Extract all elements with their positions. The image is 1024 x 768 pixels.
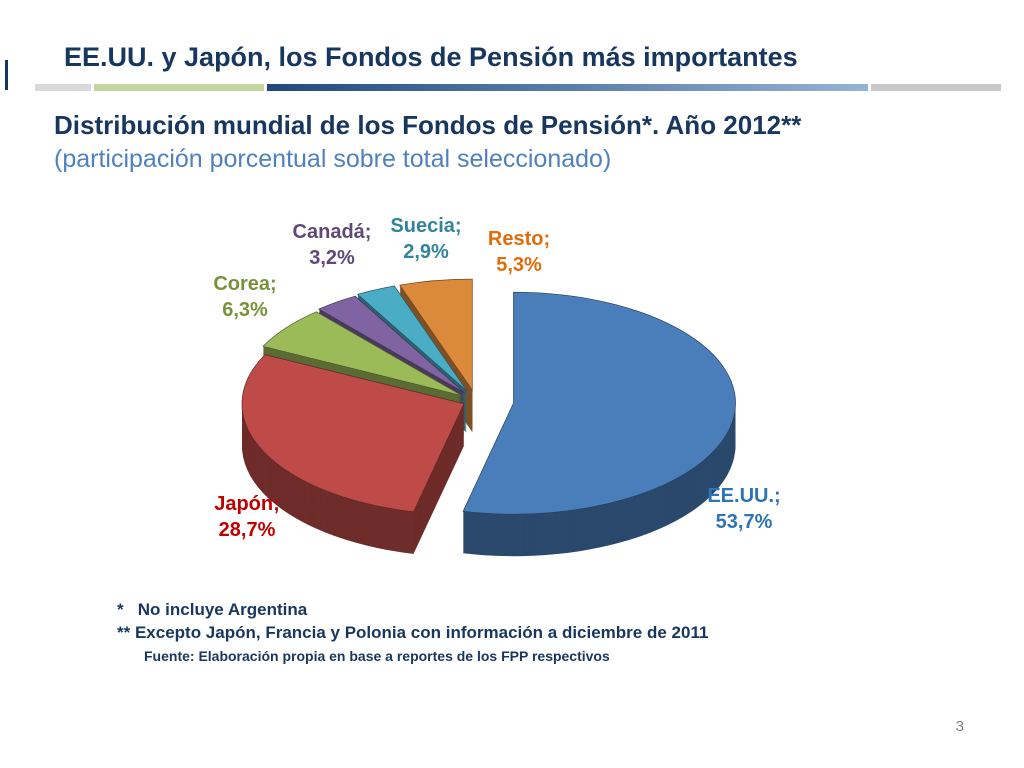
pie-label-resto-pct: 5,3% [496,254,542,276]
pie-label-japon-pct: 28,7% [218,519,276,541]
accent-bar-segment-gray [35,84,91,91]
pie-label-suecia-pct: 2,9% [403,241,449,263]
pie-label-eeuu-name: EE.UU.; [707,485,781,507]
pie-label-resto: Resto; 5,3% [488,226,550,278]
pie-label-japon: Japón; 28,7% [214,491,280,543]
pie-label-corea: Corea; 6,3% [213,271,276,323]
chart-heading: Distribución mundial de los Fondos de Pe… [54,110,802,140]
left-edge-tick [5,60,8,90]
footnote-2: ** Excepto Japón, Francia y Polonia con … [117,623,709,642]
pie-label-corea-pct: 6,3% [222,299,268,321]
accent-bar-segment-blue-gradient [267,84,868,91]
pie-label-eeuu-pct: 53,7% [715,511,773,533]
pie-label-eeuu: EE.UU.; 53,7% [707,483,780,535]
pie-label-japon-name: Japón; [214,493,280,515]
accent-bar-segment-lightgray [871,84,1001,91]
footnote-1: * No incluye Argentina [117,600,308,619]
source-note: Fuente: Elaboración propia en base a rep… [144,648,610,664]
pie-label-suecia-name: Suecia; [390,215,462,237]
pie-label-suecia: Suecia; 2,9% [390,213,461,265]
page-number: 3 [955,718,964,735]
chart-subheading: (participación porcentual sobre total se… [54,145,612,173]
accent-bar-segment-green [94,84,264,91]
pie-label-resto-name: Resto; [487,228,551,250]
pie-label-canada: Canadá; 3,2% [293,219,372,271]
slide-title: EE.UU. y Japón, los Fondos de Pensión má… [64,42,798,72]
pie-label-canada-name: Canadá; [292,221,372,243]
pie-label-corea-name: Corea; [213,273,277,295]
pie-label-canada-pct: 3,2% [309,247,355,269]
